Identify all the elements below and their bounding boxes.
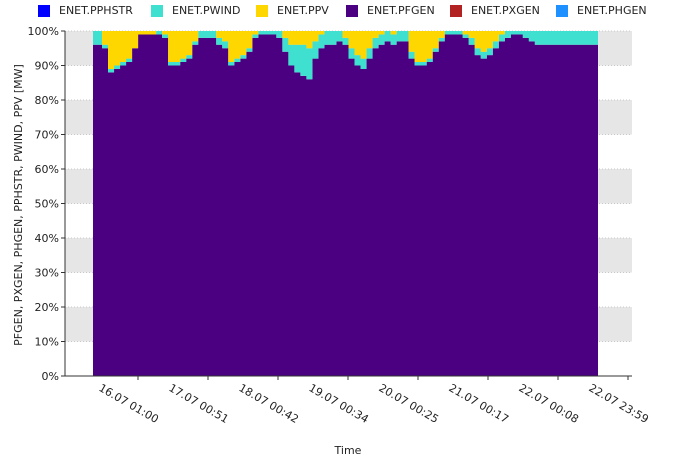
x-tick-label: 20.07 00:25	[377, 381, 441, 426]
legend-swatch	[38, 4, 50, 17]
y-tick-label: 50%	[35, 198, 59, 211]
y-tick-labels: 0% 10% 20% 30% 40% 50% 60% 70% 80% 90% 100%	[28, 25, 65, 383]
series-area-enet-pwind	[93, 31, 598, 80]
legend-item: ENET.PFGEN	[346, 4, 435, 17]
y-tick-label: 20%	[35, 301, 59, 314]
x-tick-label: 21.07 00:17	[447, 381, 511, 426]
legend-item: ENET.PPHSTR	[38, 4, 133, 17]
legend-item: ENET.PXGEN	[450, 4, 540, 17]
x-axis-label: Time	[334, 444, 362, 457]
x-tick-label: 19.07 00:34	[307, 381, 371, 426]
legend-swatch	[256, 4, 268, 17]
legend-item: ENET.PPV	[256, 4, 329, 17]
x-tick-label: 16.07 01:00	[97, 381, 161, 426]
y-tick-label: 90%	[35, 60, 59, 73]
legend: ENET.PPHSTR ENET.PWIND ENET.PPV ENET.PFGEN E…	[0, 4, 693, 22]
y-axis-label: PFGEN, PXGEN, PHGEN, PPHSTR, PWIND, PPV …	[12, 64, 25, 346]
y-tick-label: 100%	[28, 25, 59, 38]
area-series	[93, 31, 598, 376]
legend-item: ENET.PHGEN	[556, 4, 647, 17]
y-tick-label: 0%	[42, 370, 59, 383]
y-tick-label: 70%	[35, 129, 59, 142]
x-tick-label: 22.07 00:08	[517, 381, 581, 426]
legend-label: ENET.PFGEN	[367, 4, 435, 17]
x-tick-label: 18.07 00:42	[237, 381, 301, 426]
y-tick-label: 60%	[35, 163, 59, 176]
legend-swatch	[450, 4, 462, 17]
series-area-enet-pfgen	[93, 34, 598, 376]
legend-swatch	[346, 4, 358, 17]
x-tick-label: 17.07 00:51	[167, 381, 231, 426]
legend-swatch	[151, 4, 163, 17]
legend-label: ENET.PXGEN	[471, 4, 540, 17]
x-tick-label: 22.07 23:59	[587, 381, 651, 426]
legend-label: ENET.PPHSTR	[59, 4, 133, 17]
legend-swatch	[556, 4, 568, 17]
y-tick-label: 10%	[35, 336, 59, 349]
y-tick-label: 30%	[35, 267, 59, 280]
y-tick-label: 40%	[35, 232, 59, 245]
legend-label: ENET.PHGEN	[577, 4, 647, 17]
x-tick-labels: 16.07 01:00 17.07 00:51 18.07 00:42 19.07 0…	[97, 376, 651, 426]
legend-label: ENET.PPV	[277, 4, 329, 17]
legend-label: ENET.PWIND	[172, 4, 241, 17]
legend-item: ENET.PWIND	[151, 4, 241, 17]
y-tick-label: 80%	[35, 94, 59, 107]
